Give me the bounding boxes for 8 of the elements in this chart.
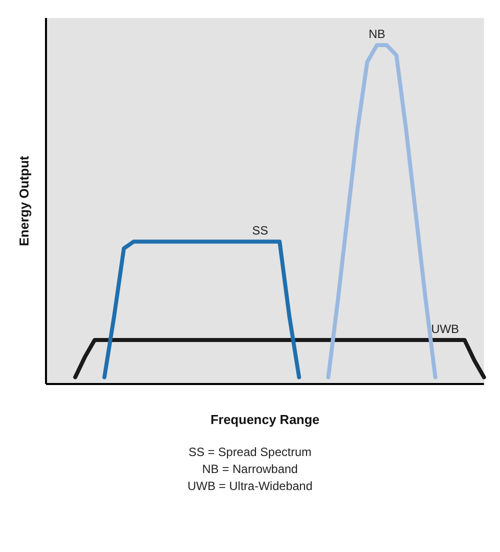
text: UWB = Ultra-Wideband — [186, 478, 314, 495]
x-axis-title: Frequency Range — [210, 412, 320, 427]
series-label: UWB — [431, 322, 460, 336]
text: SS = Spread Spectrum — [187, 444, 313, 461]
series-label: SS — [252, 224, 268, 238]
series-label: NB — [368, 27, 386, 42]
y-axis-title: Energy Output — [16, 155, 32, 246]
text: NB = Narrowband — [201, 461, 299, 478]
